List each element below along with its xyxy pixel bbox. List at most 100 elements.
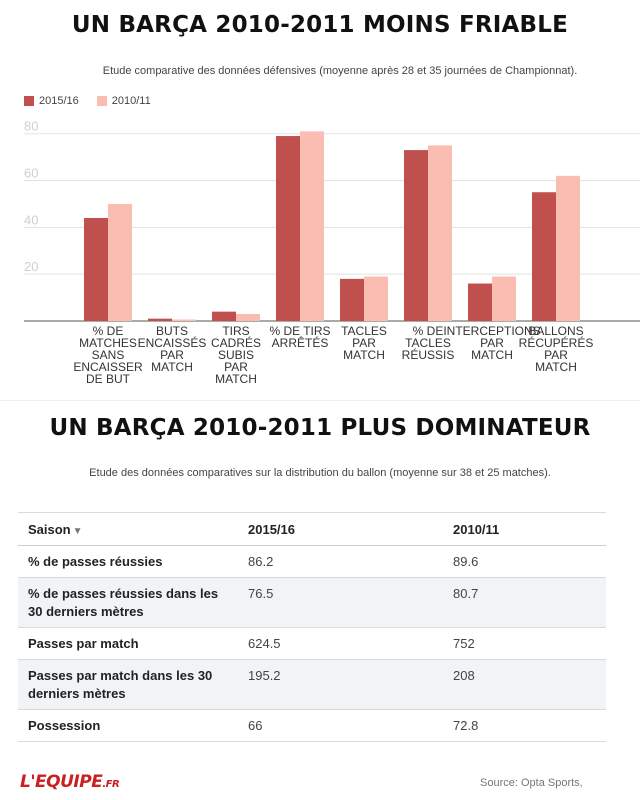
x-category-label-line: TACLES bbox=[405, 336, 451, 350]
x-category-label-line: BUTS bbox=[156, 324, 188, 338]
legend-item-2015-16: 2015/16 bbox=[24, 95, 79, 107]
row-label: Passes par match dans les 30 derniers mè… bbox=[18, 659, 238, 710]
bar-2010-11-4[interactable] bbox=[364, 276, 388, 321]
chart-subtitle: Etude comparative des données défensives… bbox=[102, 65, 578, 77]
x-category-label-line: MATCH bbox=[215, 372, 257, 386]
bar-2010-11-3[interactable] bbox=[300, 131, 324, 321]
table-row: Passes par match dans les 30 derniers mè… bbox=[18, 659, 606, 710]
legend-swatch-2010-11 bbox=[96, 96, 107, 106]
x-category-label-line: TACLES bbox=[341, 324, 387, 338]
row-value-2010-11: 80.7 bbox=[443, 577, 606, 628]
column-header-2010-11[interactable]: 2010/11 bbox=[443, 512, 606, 546]
y-tick-label: 40 bbox=[24, 212, 38, 227]
x-category-label-line: PAR bbox=[352, 336, 376, 350]
x-category-label-line: RÉCUPÉRÉS bbox=[519, 335, 594, 350]
column-header-saison-label: Saison bbox=[28, 521, 71, 537]
row-label: Passes par match bbox=[18, 627, 238, 660]
row-value-2015-16: 76.5 bbox=[238, 577, 443, 628]
x-category-label-line: RÉUSSIS bbox=[402, 347, 455, 362]
x-category-label-line: BALLONS bbox=[528, 324, 583, 338]
table-title: UN BARÇA 2010-2011 PLUS DOMINATEUR bbox=[49, 415, 591, 441]
stats-table: Saison ▼ 2015/16 2010/11 % de passes réus… bbox=[18, 512, 606, 742]
bar-2010-11-6[interactable] bbox=[492, 276, 516, 321]
bar-2015-16-6[interactable] bbox=[468, 283, 492, 321]
bar-2010-11-7[interactable] bbox=[556, 175, 580, 321]
bar-2015-16-5[interactable] bbox=[404, 150, 428, 321]
x-category-label: TACLES PAR MATCH bbox=[341, 324, 387, 362]
row-value-2015-16: 86.2 bbox=[238, 545, 443, 578]
bar-2010-11-2[interactable] bbox=[236, 313, 260, 321]
x-category-label-line: CADRÉS bbox=[211, 335, 261, 350]
x-category-label-line: DE BUT bbox=[86, 372, 131, 386]
chart-legend: 2015/16 2010/11 bbox=[24, 95, 151, 107]
x-category-label: TIRS CADRÉS SUBIS PAR MATCH bbox=[211, 324, 261, 386]
x-category-label-line: ARRÊTÉS bbox=[272, 335, 329, 350]
x-category-label-line: % DE bbox=[93, 324, 124, 338]
x-category-label-line: PAR bbox=[224, 360, 248, 374]
bar-2010-11-5[interactable] bbox=[428, 145, 452, 321]
x-category-label-line: SUBIS bbox=[218, 348, 254, 362]
bar-2010-11-1[interactable] bbox=[172, 319, 196, 322]
bar-2015-16-2[interactable] bbox=[212, 311, 236, 321]
x-category-label-line: MATCH bbox=[151, 360, 193, 374]
row-value-2010-11: 89.6 bbox=[443, 545, 606, 578]
row-label: Possession bbox=[18, 709, 238, 742]
x-category-label-line: PAR bbox=[544, 348, 568, 362]
table-row: Possession 66 72.8 bbox=[18, 709, 606, 742]
x-category-label-line: PAR bbox=[160, 348, 184, 362]
section-divider bbox=[0, 400, 640, 401]
x-category-label: BALLONS RÉCUPÉRÉS PAR MATCH bbox=[519, 324, 594, 374]
x-category-label-line: MATCH bbox=[343, 348, 385, 362]
bar-2015-16-7[interactable] bbox=[532, 192, 556, 321]
x-category-label-line: MATCH bbox=[535, 360, 577, 374]
bar-2015-16-3[interactable] bbox=[276, 136, 300, 321]
x-category-label: % DE TACLES RÉUSSIS bbox=[402, 324, 455, 362]
row-value-2010-11: 752 bbox=[443, 627, 606, 660]
table-header-row: Saison ▼ 2015/16 2010/11 bbox=[18, 512, 606, 546]
stats-table-container: Saison ▼ 2015/16 2010/11 % de passes réus… bbox=[18, 512, 606, 742]
lequipe-logo[interactable]: L'EQUIPE.FR bbox=[20, 772, 120, 792]
bar-2015-16-0[interactable] bbox=[84, 217, 108, 321]
legend-label-2015-16: 2015/16 bbox=[39, 95, 79, 107]
x-category-label-line: % DE bbox=[413, 324, 444, 338]
row-value-2015-16: 195.2 bbox=[238, 659, 443, 710]
row-value-2015-16: 624.5 bbox=[238, 627, 443, 660]
legend-item-2010-11: 2010/11 bbox=[96, 95, 151, 107]
logo-main-text: L'EQUIPE bbox=[20, 772, 103, 792]
x-category-label: BUTS ENCAISSÉS PAR MATCH bbox=[138, 324, 207, 374]
bar-2015-16-4[interactable] bbox=[340, 278, 364, 321]
x-category-label: % DE TIRS ARRÊTÉS bbox=[269, 324, 330, 350]
x-category-label: % DE MATCHES SANS ENCAISSER DE BUT bbox=[73, 324, 143, 386]
x-category-label-line: INTERCEPTIONS bbox=[443, 324, 540, 338]
bar-2015-16-1[interactable] bbox=[148, 318, 172, 321]
y-tick-label: 60 bbox=[24, 166, 38, 181]
legend-label-2010-11: 2010/11 bbox=[111, 95, 151, 107]
sort-arrow-icon[interactable]: ▼ bbox=[72, 525, 83, 537]
table-row: % de passes réussies dans les 30 dernier… bbox=[18, 577, 606, 628]
y-tick-label: 20 bbox=[24, 259, 38, 274]
y-tick-label: 80 bbox=[24, 119, 38, 134]
x-category-label-line: MATCHES bbox=[79, 336, 137, 350]
row-value-2010-11: 72.8 bbox=[443, 709, 606, 742]
source-credit: Source: Opta Sports, bbox=[480, 777, 583, 789]
legend-swatch-2015-16 bbox=[24, 96, 34, 106]
table-row: Passes par match 624.5 752 bbox=[18, 627, 606, 660]
row-value-2010-11: 208 bbox=[443, 659, 606, 710]
x-category-label: INTERCEPTIONS PAR MATCH bbox=[443, 324, 540, 362]
x-category-label-line: PAR bbox=[480, 336, 504, 350]
x-category-label-line: MATCH bbox=[471, 348, 513, 362]
table-row: % de passes réussies 86.2 89.6 bbox=[18, 545, 606, 578]
x-category-label-line: ENCAISSER bbox=[73, 360, 143, 374]
x-category-label-line: % DE TIRS bbox=[269, 324, 330, 338]
x-category-label-line: SANS bbox=[92, 348, 125, 362]
row-value-2015-16: 66 bbox=[238, 709, 443, 742]
logo-suffix-text: .FR bbox=[102, 779, 120, 790]
x-category-label-line: TIRS bbox=[222, 324, 249, 338]
bar-2010-11-0[interactable] bbox=[108, 203, 132, 321]
row-label: % de passes réussies bbox=[18, 545, 238, 578]
column-header-2015-16[interactable]: 2015/16 bbox=[238, 512, 443, 546]
chart-title: UN BARÇA 2010-2011 MOINS FRIABLE bbox=[71, 12, 569, 38]
table-subtitle: Etude des données comparatives sur la di… bbox=[89, 467, 551, 479]
x-category-label-line: ENCAISSÉS bbox=[138, 335, 207, 350]
column-header-saison[interactable]: Saison ▼ bbox=[18, 512, 238, 546]
